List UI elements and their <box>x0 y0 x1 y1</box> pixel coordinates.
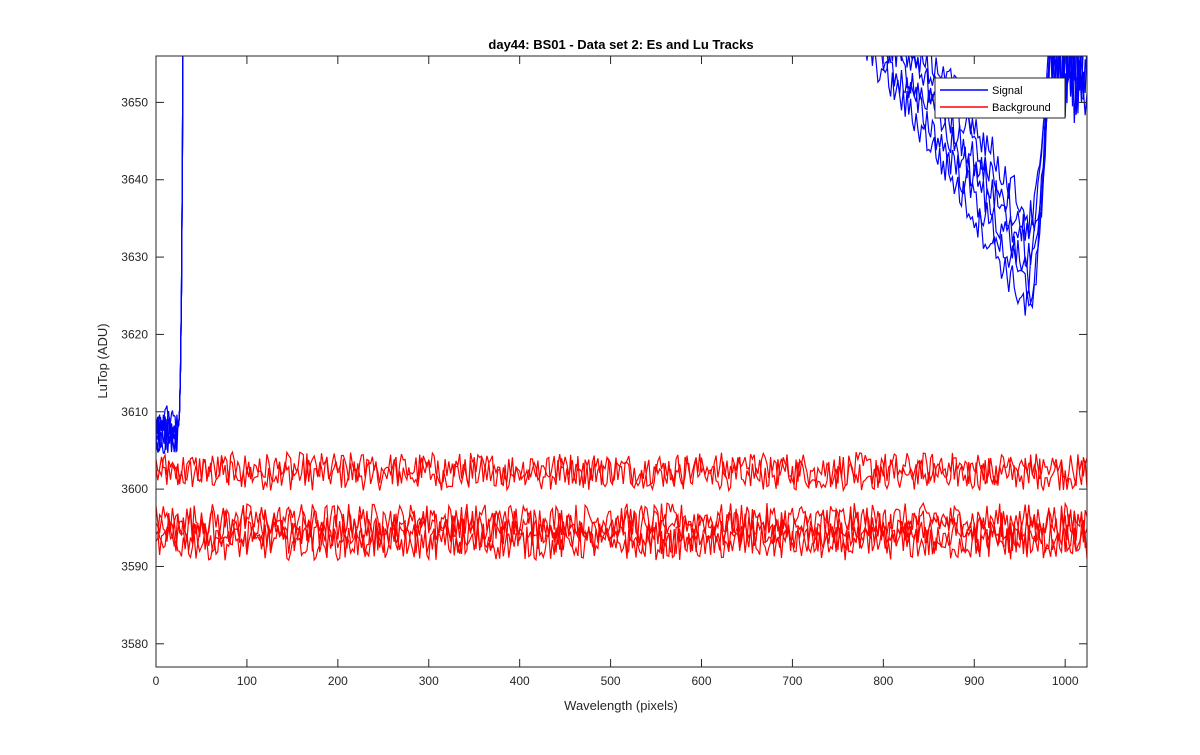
plot-frame <box>155 55 1088 668</box>
chart-title: day44: BS01 - Data set 2: Es and Lu Trac… <box>488 37 753 52</box>
legend-background-label: Background <box>992 102 1051 114</box>
y-tick-label: 3580 <box>121 637 148 651</box>
y-tick-label: 3650 <box>121 95 148 109</box>
x-axis-label: Wavelength (pixels) <box>564 698 678 713</box>
x-axis: 0 100 200 300 400 500 600 700 800 900 1000 <box>153 56 1079 688</box>
background-series <box>156 450 1087 562</box>
y-tick-label: 3620 <box>121 327 148 341</box>
x-tick-label: 500 <box>601 674 621 688</box>
y-tick-label: 3640 <box>121 173 148 187</box>
legend[interactable]: Signal Background <box>934 77 1066 119</box>
legend-signal-label: Signal <box>992 85 1023 97</box>
signal-series <box>156 56 1087 455</box>
x-tick-label: 800 <box>873 674 893 688</box>
x-tick-label: 400 <box>510 674 530 688</box>
x-tick-label: 700 <box>782 674 802 688</box>
background-line <box>156 456 1087 493</box>
signal-line-dip <box>899 56 1087 270</box>
y-tick-label: 3610 <box>121 405 148 419</box>
y-tick-label: 3630 <box>121 250 148 264</box>
x-tick-label: 0 <box>153 674 160 688</box>
y-axis-label: LuTop (ADU) <box>95 323 110 398</box>
x-tick-label: 200 <box>328 674 348 688</box>
plot-background <box>156 56 1087 667</box>
y-tick-label: 3590 <box>121 559 148 573</box>
y-axis: 3580 3590 3600 3610 3620 3630 3640 3650 <box>121 95 1087 651</box>
signal-line-dip <box>930 56 1087 234</box>
x-tick-label: 300 <box>419 674 439 688</box>
y-tick-label: 3600 <box>121 482 148 496</box>
background-line <box>156 519 1087 556</box>
x-tick-label: 600 <box>691 674 711 688</box>
x-tick-label: 100 <box>237 674 257 688</box>
signal-line-start <box>156 56 184 435</box>
background-line <box>156 450 1087 488</box>
legend-box <box>934 77 1066 119</box>
x-tick-label: 1000 <box>1052 674 1079 688</box>
x-tick-label: 900 <box>964 674 984 688</box>
